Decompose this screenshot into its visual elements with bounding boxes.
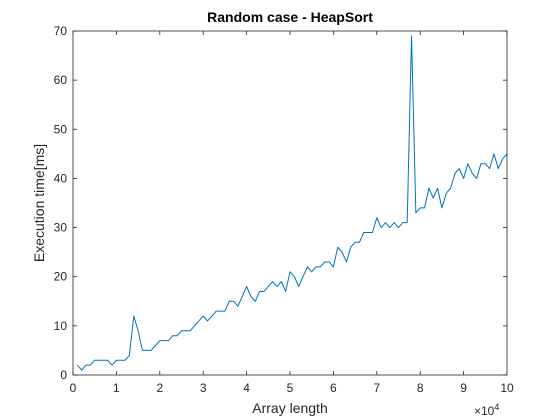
x-tick-label: 1 [113, 381, 120, 395]
x-axis-exponent-power: 4 [494, 402, 499, 412]
x-tick-label: 7 [373, 381, 380, 395]
plot-area [73, 31, 507, 375]
x-tick-label: 4 [243, 381, 250, 395]
x-tick-label: 10 [500, 381, 514, 395]
series-line [76, 35, 508, 371]
y-tick-label: 10 [54, 319, 68, 333]
x-axis-label: Array length [252, 400, 327, 416]
y-tick-label: 30 [54, 221, 68, 235]
ticks-layer: 0 1 2 3 4 5 6 7 8 9 10 0 10 20 30 40 50 60 70 [54, 24, 514, 395]
y-tick-label: 60 [54, 73, 68, 87]
x-tick-label: 9 [460, 381, 467, 395]
y-tick-label: 0 [60, 368, 67, 382]
y-tick-label: 40 [54, 171, 68, 185]
x-tick-label: 8 [417, 381, 424, 395]
x-axis-exponent: ×104 [474, 402, 499, 418]
x-tick-label: 3 [200, 381, 207, 395]
chart-title: Random case - HeapSort [207, 9, 373, 25]
y-axis-label: Execution time[ms] [31, 144, 47, 262]
x-tick-label: 5 [287, 381, 294, 395]
x-axis-exponent-base: ×10 [474, 404, 495, 418]
y-tick-label: 50 [54, 122, 68, 136]
y-tick-label: 70 [54, 24, 68, 38]
y-tick-label: 20 [54, 270, 68, 284]
x-tick-label: 2 [156, 381, 163, 395]
axes-box [72, 30, 508, 376]
series-layer [76, 35, 508, 371]
x-tick-label: 6 [330, 381, 337, 395]
x-tick-label: 0 [70, 381, 77, 395]
